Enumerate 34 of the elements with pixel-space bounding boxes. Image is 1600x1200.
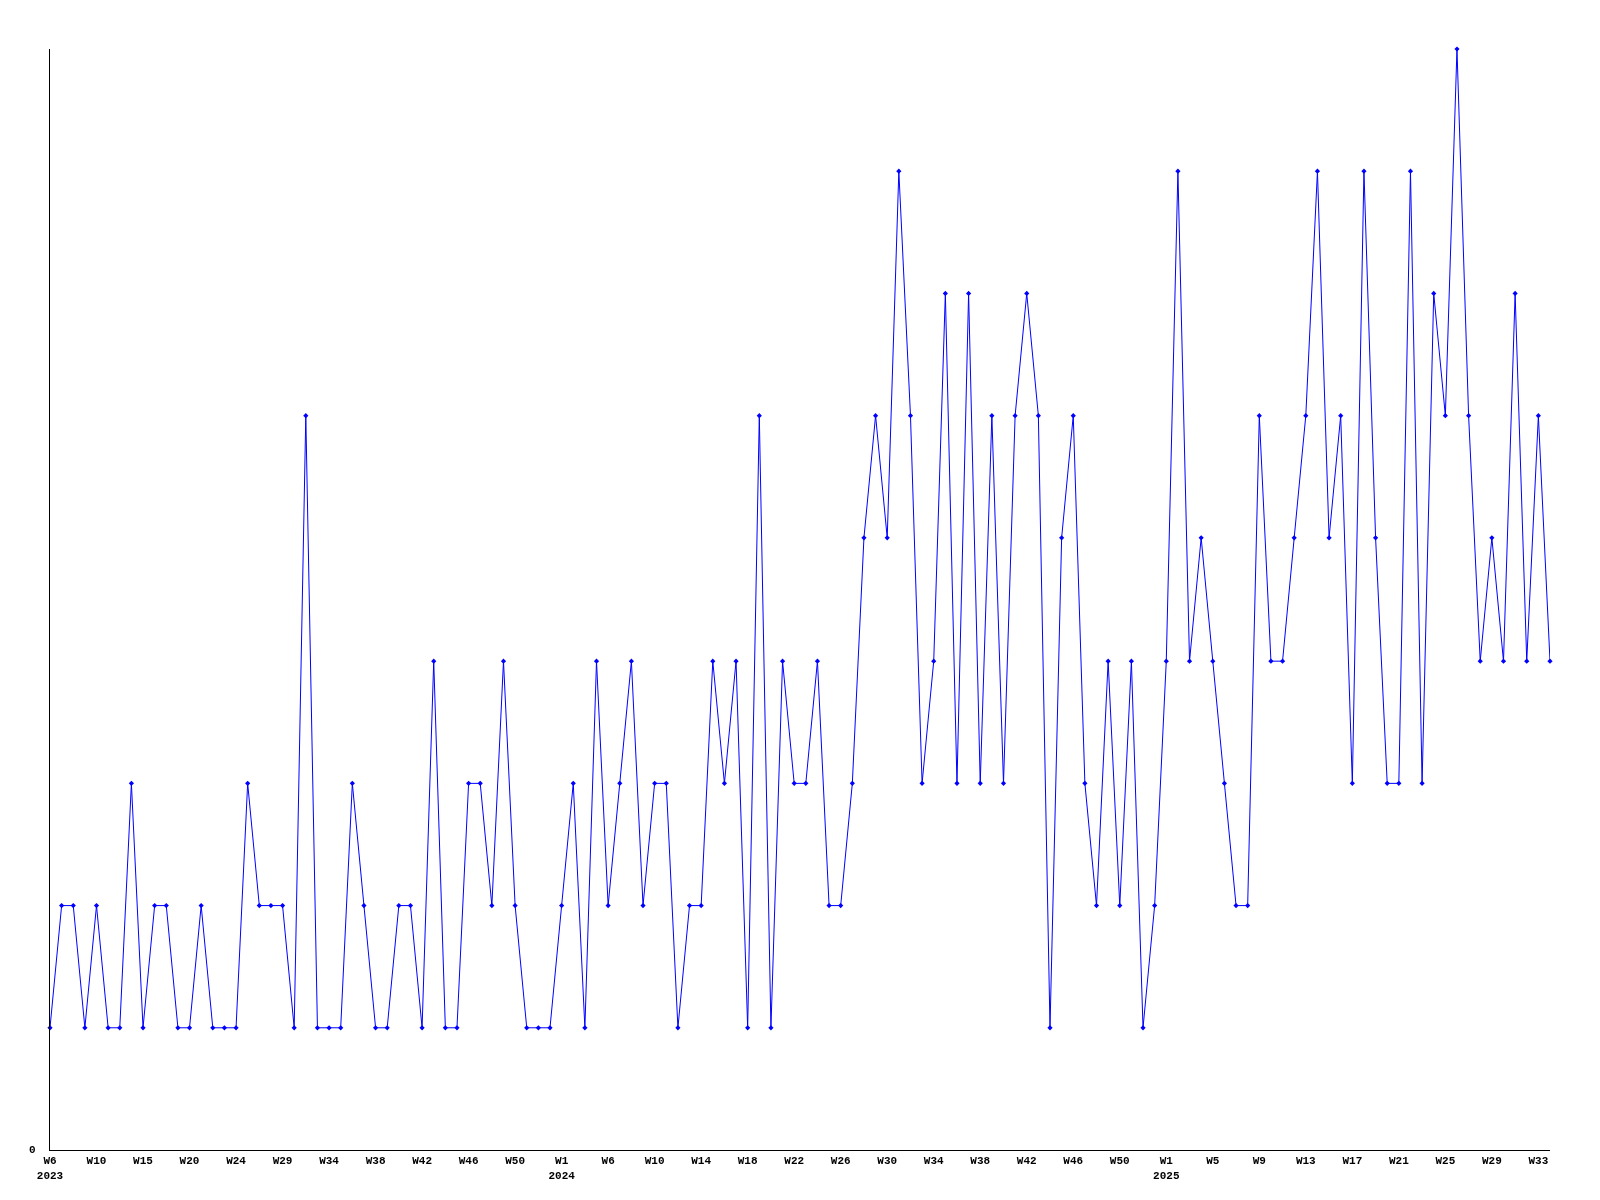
x-tick-label: W21	[1388, 1155, 1410, 1168]
x-tick-label: W29	[1481, 1155, 1502, 1168]
x-tick-label: W15	[133, 1155, 154, 1168]
x-tick-label: W20	[179, 1155, 200, 1168]
x-tick-label: W9	[1252, 1155, 1266, 1168]
x-tick-label: W17	[1342, 1155, 1363, 1168]
x-tick-label: W29	[272, 1155, 293, 1168]
text: 0	[29, 1144, 36, 1156]
x-tick-label: W10	[644, 1155, 665, 1168]
x-tick-label: W22	[784, 1155, 805, 1168]
x-tick-label: W1 2024	[548, 1155, 576, 1182]
x-tick-label: W50	[1109, 1155, 1130, 1168]
x-tick-label: W5	[1206, 1155, 1220, 1168]
x-tick-label: W46	[1063, 1155, 1084, 1168]
x-tick-label: W6 2023	[36, 1155, 64, 1182]
x-tick-label: W46	[458, 1155, 479, 1168]
x-tick-label: W10	[86, 1155, 107, 1168]
x-tick-label: W24	[226, 1155, 247, 1168]
x-tick-label: W26	[830, 1155, 851, 1168]
x-tick-label: W14	[691, 1155, 712, 1168]
x-tick-label: W13	[1295, 1155, 1317, 1168]
x-tick-label: W6	[601, 1155, 615, 1168]
x-tick-label: W30	[877, 1155, 898, 1168]
x-tick-label: W34	[923, 1155, 945, 1168]
x-tick-label: W42	[412, 1155, 432, 1168]
x-tick-label: W33	[1528, 1155, 1549, 1168]
x-tick-label: W50	[505, 1155, 526, 1168]
x-tick-label: W38	[365, 1155, 386, 1168]
x-tick-label: W1 2025	[1153, 1155, 1180, 1182]
x-tick-label: W34	[319, 1155, 340, 1168]
x-tick-label: W38	[970, 1155, 991, 1168]
x-tick-label: W25	[1435, 1155, 1456, 1168]
x-tick-label: W18	[737, 1155, 758, 1168]
x-tick-label: W42	[1016, 1155, 1037, 1168]
